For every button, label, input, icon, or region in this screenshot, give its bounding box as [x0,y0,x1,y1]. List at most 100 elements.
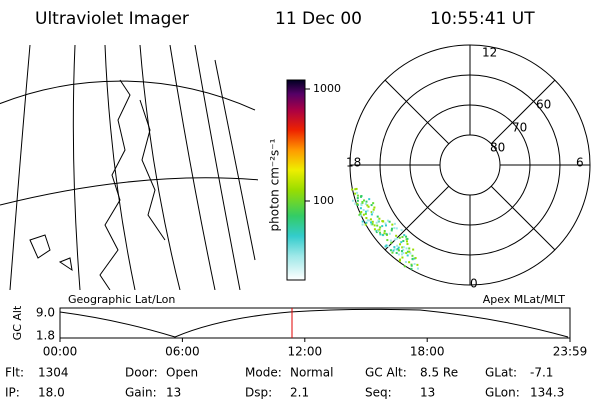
aurora [392,249,395,252]
aurora [362,209,365,212]
info-label: IP: [5,386,20,400]
spoke [490,185,559,254]
colorbar-tick-label: 1000 [313,82,341,95]
date: 11 Dec 00 [275,9,362,29]
aurora [396,248,399,251]
aurora [413,263,416,266]
mlt-label: 0 [470,277,478,291]
aurora [410,263,413,266]
aurora [402,248,405,251]
aurora [413,257,416,260]
aurora [359,212,362,215]
info-value: 8.5 Re [420,366,458,380]
aurora [365,221,368,224]
aurora [366,204,369,207]
aurora [404,260,407,263]
lat-label: 60 [536,98,551,112]
aurora [402,252,405,255]
lat-label: 70 [512,121,527,135]
aurora [395,227,398,230]
aurora [360,195,363,198]
polar-plot [349,44,591,286]
aurora [378,217,381,220]
aurora [365,200,368,203]
aurora [361,220,364,223]
aurora [405,252,408,255]
aurora [393,227,396,230]
aurora [375,231,378,234]
aurora [400,253,403,256]
info-value: 1304 [38,366,69,380]
info-label: Mode: [245,366,282,380]
aurora [370,213,373,216]
aurora [398,249,401,252]
colorbar-tick-label: 100 [313,194,334,207]
info-label: Flt: [5,366,24,380]
map [0,45,258,290]
aurora [382,234,385,237]
aurora [362,199,365,202]
aurora [372,202,375,205]
aurora [368,198,371,201]
aurora [386,219,389,222]
aurora [360,204,363,207]
aurora [393,222,396,225]
aurora [370,221,373,224]
aurora [356,197,359,200]
aurora [406,243,409,246]
aurora [405,235,408,238]
map-caption: Geographic Lat/Lon [68,293,175,306]
aurora [370,211,373,214]
aurora [410,267,413,270]
aurora [360,210,363,213]
meridian [214,59,256,261]
timeline-x-label: 12:00 [288,345,323,359]
aurora [379,226,382,229]
aurora [398,236,401,239]
aurora [383,230,386,233]
aurora [400,241,403,244]
aurora [379,231,382,234]
aurora [410,264,413,267]
aurora [414,257,417,260]
aurora [399,258,402,261]
aurora [400,229,403,232]
aurora [378,228,381,231]
timeline-y-label: 9.0 [36,306,55,320]
aurora [375,229,378,232]
aurora [381,225,384,228]
aurora [411,257,414,260]
aurora [359,214,362,217]
aurora [355,187,358,190]
aurora [354,202,357,205]
info-label: Dsp: [245,386,272,400]
colorbar [286,79,306,281]
info-label: Door: [125,366,158,380]
info-value: -7.1 [530,366,553,380]
aurora [400,250,403,253]
aurora [397,246,400,249]
aurora [384,245,387,248]
aurora [370,223,373,226]
aurora [388,220,391,223]
aurora [364,212,367,215]
aurora [416,263,419,266]
aurora [408,261,411,264]
info-label: GLat: [485,366,517,380]
aurora [379,233,382,236]
aurora [406,237,409,240]
aurora [388,232,391,235]
aurora [393,248,396,251]
timeline-x-label: 00:00 [43,345,78,359]
aurora [354,192,357,195]
aurora [387,245,390,248]
aurora [411,254,414,257]
mlt-label: 12 [482,46,497,60]
timeline-axis-label: GC Alt [11,305,24,340]
aurora [401,256,404,259]
aurora [359,207,362,210]
aurora [373,206,376,209]
time: 10:55:41 UT [430,9,535,29]
aurora [395,237,398,240]
